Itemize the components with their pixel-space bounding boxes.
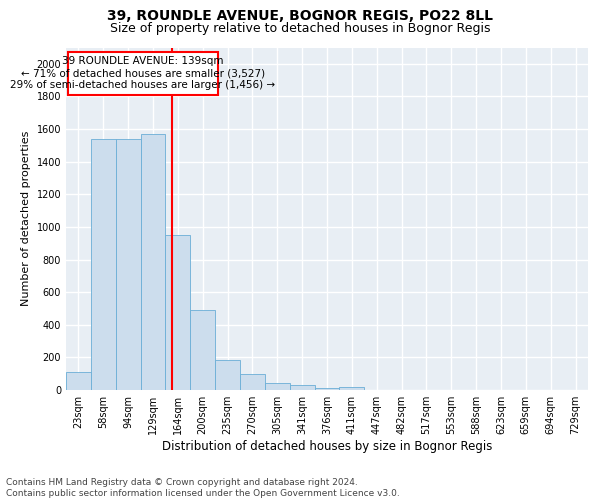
X-axis label: Distribution of detached houses by size in Bognor Regis: Distribution of detached houses by size … (162, 440, 492, 453)
Bar (91, 139, 116, 390)
Bar (290, 386, 314, 390)
Text: 29% of semi-detached houses are larger (1,456) →: 29% of semi-detached houses are larger (… (10, 80, 275, 90)
Text: Contains HM Land Registry data © Crown copyright and database right 2024.
Contai: Contains HM Land Registry data © Crown c… (6, 478, 400, 498)
Text: ← 71% of detached houses are smaller (3,527): ← 71% of detached houses are smaller (3,… (21, 68, 265, 78)
Y-axis label: Number of detached properties: Number of detached properties (21, 131, 31, 306)
Bar (215, 360, 240, 390)
Bar (68, 52, 218, 95)
Bar (140, 134, 166, 390)
Text: 39 ROUNDLE AVENUE: 139sqm: 39 ROUNDLE AVENUE: 139sqm (62, 56, 224, 66)
Bar (66, 372, 91, 390)
Bar (190, 310, 215, 390)
Bar (240, 374, 265, 390)
Bar (166, 235, 190, 390)
Text: Size of property relative to detached houses in Bognor Regis: Size of property relative to detached ho… (110, 22, 490, 35)
Bar (116, 139, 140, 390)
Text: 39, ROUNDLE AVENUE, BOGNOR REGIS, PO22 8LL: 39, ROUNDLE AVENUE, BOGNOR REGIS, PO22 8… (107, 9, 493, 23)
Bar (314, 388, 340, 390)
Bar (265, 384, 290, 390)
Bar (340, 387, 364, 390)
